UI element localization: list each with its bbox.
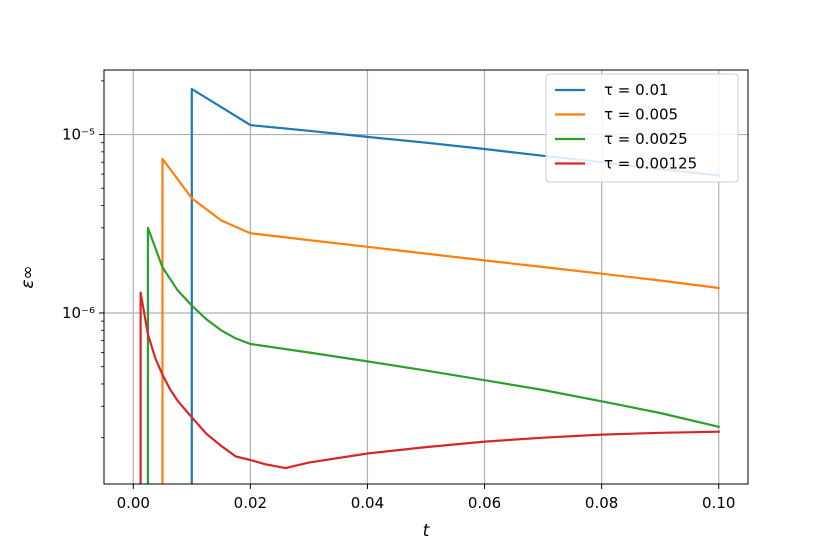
series-line-2 xyxy=(146,226,721,484)
legend-entry-label: τ = 0.01 xyxy=(604,81,669,99)
x-axis-ticks: 0.00 0.02 0.04 0.06 0.08 0.10 xyxy=(117,484,735,512)
series-line-3 xyxy=(139,291,720,484)
plot-frame xyxy=(103,69,749,485)
legend-entry-label: τ = 0.005 xyxy=(604,106,678,124)
x-tick-label: 0.10 xyxy=(702,494,735,512)
x-tick-label: 0.04 xyxy=(351,494,384,512)
grid-lines xyxy=(104,70,748,484)
x-tick-label: 0.08 xyxy=(585,494,618,512)
x-axis-label: t xyxy=(423,521,431,541)
series-line-1 xyxy=(161,157,720,484)
x-tick-label: 0.02 xyxy=(234,494,267,512)
x-tick-label: 0.00 xyxy=(117,494,150,512)
y-tick-label: 10⁻⁶ xyxy=(62,304,95,322)
x-tick-label: 0.06 xyxy=(468,494,501,512)
y-tick-label: 10⁻⁵ xyxy=(62,126,95,144)
y-axis-ticks: 10⁻⁶ 10⁻⁵ xyxy=(62,80,104,439)
legend-entry-label: τ = 0.00125 xyxy=(604,155,697,173)
y-axis-label: ε∞ xyxy=(18,265,38,288)
legend: τ = 0.01 τ = 0.005 τ = 0.0025 τ = 0.00125 xyxy=(545,73,739,183)
legend-box xyxy=(545,73,739,183)
legend-entry-label: τ = 0.0025 xyxy=(604,130,688,148)
